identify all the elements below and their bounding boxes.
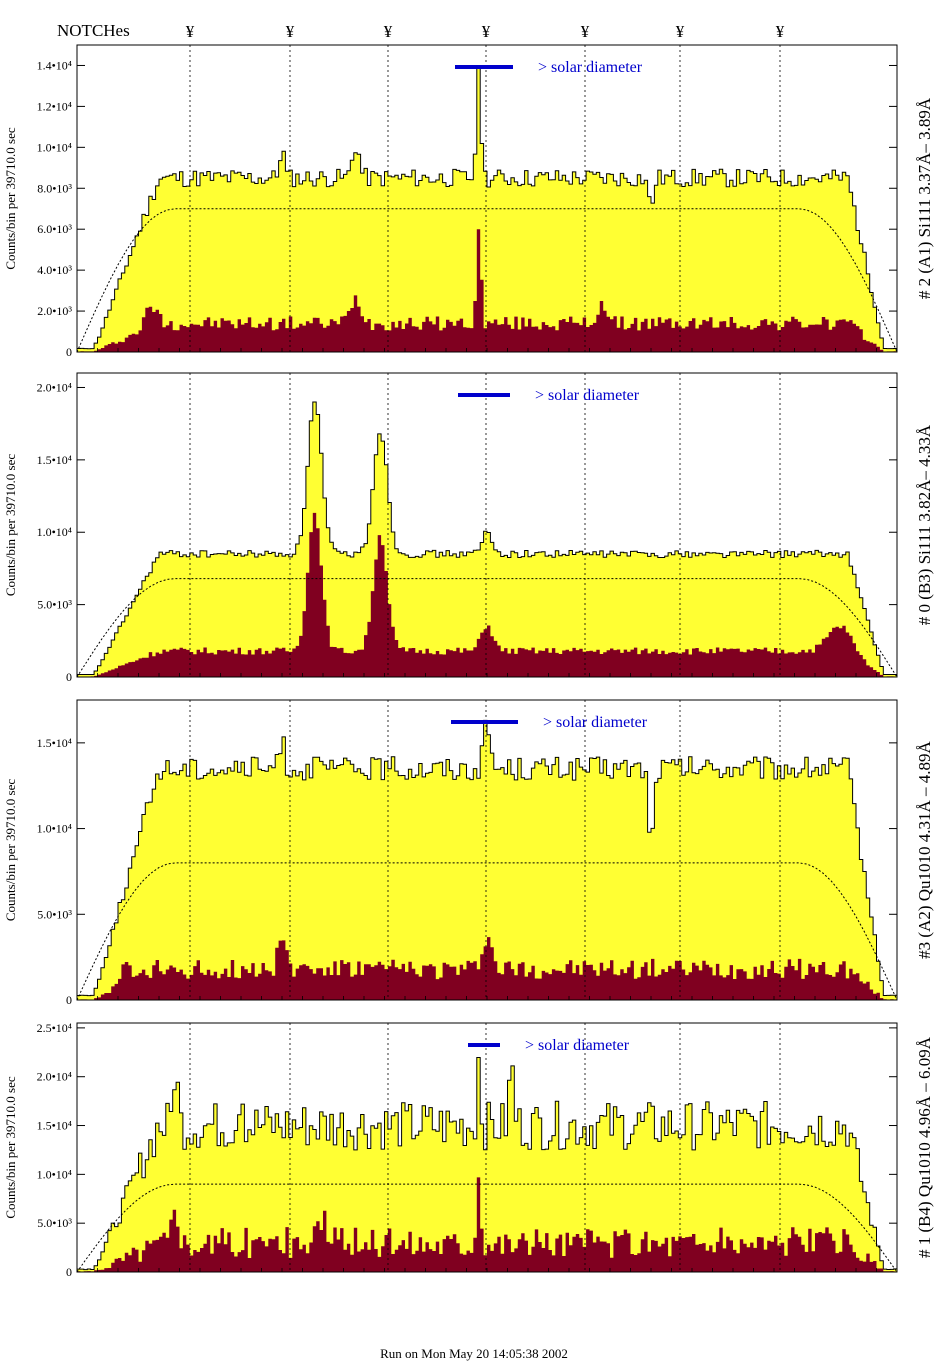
y-tick-label: 1.0•10⁴	[37, 140, 72, 154]
y-tick-label: 0	[66, 993, 72, 1007]
notches-label: NOTCHes	[57, 21, 130, 40]
y-tick-label: 5.0•10³	[37, 907, 72, 921]
y-tick-label: 2.0•10³	[37, 304, 72, 318]
model-curve	[76, 578, 898, 678]
y-axis-label: Counts/bin per 39710.0 sec	[3, 454, 18, 596]
panel-3: 0 5.0•10³ 1.0•10⁴ 1.5•10⁴ Counts/bin per 397…	[3, 699, 934, 1007]
y-axis-label: Counts/bin per 39710.0 sec	[3, 127, 18, 269]
total-area	[77, 402, 897, 677]
total-outline	[76, 1057, 898, 1272]
solar-diameter-label: > solar diameter	[535, 387, 640, 404]
y-tick-label: 2.5•10⁴	[37, 1021, 72, 1035]
notch-marker-2: ¥	[286, 22, 295, 41]
notch-marker-4: ¥	[482, 22, 491, 41]
y-tick-label: 0	[66, 670, 72, 684]
model-curve	[76, 1183, 898, 1273]
model-curve	[76, 862, 898, 1001]
notch-marker-6: ¥	[676, 22, 685, 41]
y-tick-label: 1.5•10⁴	[37, 453, 72, 467]
y-tick-label: 5.0•10³	[37, 1216, 72, 1230]
y-tick-label: 0	[66, 345, 72, 359]
y-tick-label: 6.0•10³	[37, 222, 72, 236]
solar-diameter-label: > solar diameter	[538, 59, 643, 76]
y-tick-label: 1.4•10⁴	[37, 58, 72, 72]
panel-4: 0 5.0•10³ 1.0•10⁴ 1.5•10⁴ 2.0•10⁴ 2.5•10⁴ Coun…	[3, 1021, 934, 1279]
total-outline	[76, 401, 898, 677]
y-tick-label: 8.0•10³	[37, 181, 72, 195]
model-curve	[76, 208, 898, 353]
solar-diameter-label: > solar diameter	[543, 714, 648, 731]
total-outline	[76, 719, 898, 1000]
y-tick-label: 1.5•10⁴	[37, 1119, 72, 1133]
y-tick-label: 1.5•10⁴	[37, 736, 72, 750]
y-tick-label: 5.0•10³	[37, 598, 72, 612]
y-axis-label: Counts/bin per 39710.0 sec	[3, 1076, 18, 1218]
sub-area	[77, 229, 897, 352]
sub-area	[77, 512, 897, 677]
total-outline	[76, 67, 898, 352]
y-tick-label: 1.2•10⁴	[37, 99, 72, 113]
panel-title: # 0 (B3) Si111 3.82Å– 4.33Å	[915, 424, 934, 625]
panel-title: # 2 (A1) Si111 3.37Å– 3.89Å	[915, 97, 934, 299]
notch-marker-3: ¥	[384, 22, 393, 41]
y-tick-label: 1.0•10⁴	[37, 1167, 72, 1181]
solar-diameter-label: > solar diameter	[525, 1037, 630, 1054]
sub-area	[77, 1177, 897, 1272]
y-tick-label: 0	[66, 1265, 72, 1279]
panel-2: 0 5.0•10³ 1.0•10⁴ 1.5•10⁴ 2.0•10⁴ Counts/bin …	[3, 372, 934, 684]
total-area	[77, 720, 897, 1000]
notch-marker-5: ¥	[581, 22, 590, 41]
y-tick-label: 1.0•10⁴	[37, 822, 72, 836]
notch-marker-7: ¥	[776, 22, 785, 41]
panel-title: # 1 (B4) Qu1010 4.96Å – 6.09Å	[915, 1036, 934, 1258]
run-timestamp: Run on Mon May 20 14:05:38 2002	[380, 1346, 568, 1361]
y-tick-label: 1.0•10⁴	[37, 525, 72, 539]
panel-1: 0 2.0•10³ 4.0•10³ 6.0•10³ 8.0•10³ 1.0•10⁴ 1.2•…	[3, 44, 934, 359]
panel-title: #3 (A2) Qu1010 4.31Å – 4.89Å	[915, 740, 934, 958]
y-tick-label: 2.0•10⁴	[37, 1070, 72, 1084]
y-tick-label: 4.0•10³	[37, 263, 72, 277]
y-tick-label: 2.0•10⁴	[37, 380, 72, 394]
total-area	[77, 67, 897, 353]
notch-marker-1: ¥	[186, 22, 195, 41]
sub-area	[77, 937, 897, 1000]
y-axis-label: Counts/bin per 39710.0 sec	[3, 779, 18, 921]
